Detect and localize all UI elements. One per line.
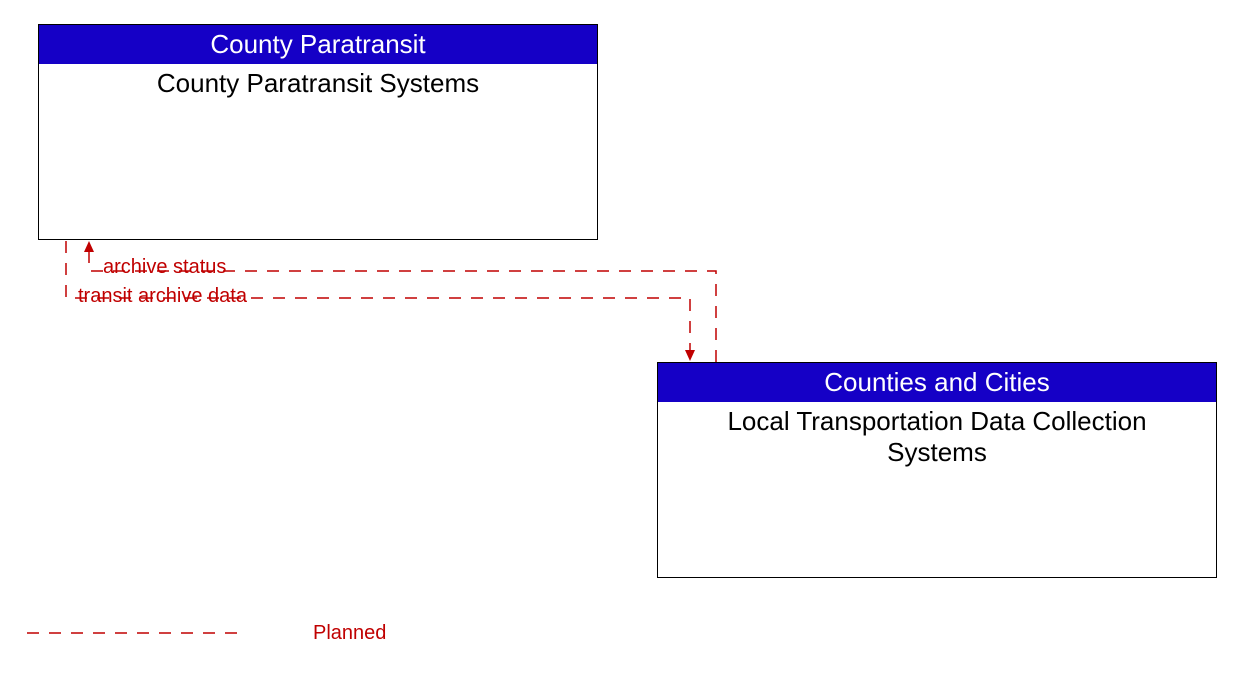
entity-header-local-transportation: Counties and Cities: [658, 363, 1216, 402]
entity-body-local-transportation: Local Transportation Data Collection Sys…: [658, 402, 1216, 472]
edge-label-transit-archive-data: transit archive data: [78, 285, 247, 308]
entity-header-county-paratransit: County Paratransit: [39, 25, 597, 64]
entity-body-county-paratransit: County Paratransit Systems: [39, 64, 597, 103]
entity-local-transportation: Counties and Cities Local Transportation…: [657, 362, 1217, 578]
edge-archive-status-arrow: [84, 241, 94, 252]
legend-label: Planned: [313, 622, 386, 645]
edge-label-archive-status: archive status: [103, 256, 226, 279]
edge-transit-archive-data-arrow: [685, 350, 695, 361]
entity-county-paratransit: County Paratransit County Paratransit Sy…: [38, 24, 598, 240]
